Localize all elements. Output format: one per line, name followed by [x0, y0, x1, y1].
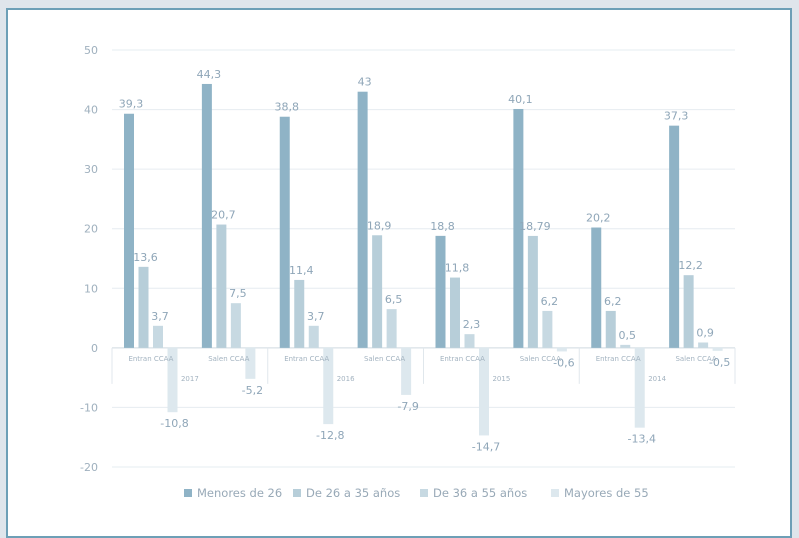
bar [542, 310, 553, 348]
bar [386, 309, 397, 348]
year-label: 2016 [337, 375, 355, 383]
year-label: 2015 [492, 375, 510, 383]
bar [556, 347, 567, 352]
bar [698, 342, 709, 348]
data-label: 43 [358, 76, 372, 89]
bar [216, 224, 227, 348]
year-label: 2014 [648, 375, 666, 383]
data-label: 18,9 [367, 219, 392, 232]
y-tick-label: 40 [84, 104, 98, 117]
data-label: 37,3 [664, 110, 689, 123]
legend-swatch [293, 489, 301, 497]
bar [308, 325, 319, 348]
data-label: 7,5 [229, 287, 247, 300]
y-tick-label: 30 [84, 163, 98, 176]
bar [201, 83, 212, 348]
data-label: 40,1 [508, 93, 533, 106]
data-label: 0,5 [619, 329, 637, 342]
category-label: Entran CCAA [284, 355, 329, 363]
bar [669, 125, 680, 348]
bar [634, 347, 645, 428]
bar [605, 310, 616, 348]
bar [527, 235, 538, 348]
bar [513, 108, 524, 348]
bar [124, 113, 134, 348]
bar [245, 347, 256, 379]
bar [294, 279, 305, 348]
y-tick-label: 20 [84, 223, 98, 236]
chart-frame [6, 8, 792, 538]
data-label: 18,79 [519, 220, 551, 233]
bar [230, 303, 241, 348]
legend-label: De 26 a 35 años [306, 486, 400, 500]
data-label: 13,6 [133, 251, 158, 264]
data-label: 11,4 [289, 264, 314, 277]
y-tick-label: 10 [84, 282, 98, 295]
bar [712, 347, 723, 351]
category-label: Salen CCAA [208, 355, 249, 363]
category-label: Salen CCAA [675, 355, 716, 363]
category-label: Entran CCAA [596, 355, 641, 363]
bar [450, 277, 460, 348]
data-label: 6,2 [604, 295, 622, 308]
data-label: 6,2 [541, 295, 559, 308]
year-label: 2017 [181, 375, 199, 383]
data-label: -12,8 [316, 429, 344, 442]
legend-label: Menores de 26 [197, 486, 282, 500]
data-label: 0,9 [696, 326, 714, 339]
category-label: Salen CCAA [520, 355, 561, 363]
data-label: 20,2 [586, 212, 611, 225]
bar [620, 344, 631, 348]
bar [435, 235, 446, 348]
data-label: 20,7 [211, 209, 236, 222]
data-label: 12,2 [678, 259, 703, 272]
bar [683, 275, 694, 348]
legend-label: Mayores de 55 [564, 486, 649, 500]
data-label: -0,6 [553, 356, 574, 369]
y-tick-label: 0 [91, 342, 98, 355]
data-label: -0,5 [709, 356, 730, 369]
bar [401, 347, 412, 395]
data-label: 2,3 [463, 318, 481, 331]
data-label: 3,7 [151, 310, 169, 323]
data-label: -13,4 [628, 433, 656, 446]
category-label: Salen CCAA [364, 355, 405, 363]
bar [138, 266, 149, 348]
data-label: -7,9 [397, 400, 418, 413]
bar [167, 347, 178, 413]
data-label: 39,3 [119, 98, 144, 111]
data-label: -10,8 [160, 417, 188, 430]
legend-swatch [420, 489, 428, 497]
data-label: -14,7 [472, 440, 500, 453]
bar [464, 334, 475, 348]
data-label: -5,2 [242, 384, 263, 397]
data-label: 3,7 [307, 310, 325, 323]
data-label: 6,5 [385, 293, 403, 306]
data-label: 11,8 [445, 262, 470, 275]
bar [479, 347, 489, 436]
y-tick-label: -20 [80, 461, 98, 474]
bar [372, 235, 383, 348]
legend-swatch [551, 489, 559, 497]
data-label: 38,8 [275, 101, 300, 114]
bar [153, 325, 163, 348]
bar [357, 91, 368, 348]
bar [279, 116, 290, 348]
y-tick-label: -10 [80, 401, 98, 414]
bar [323, 347, 334, 425]
legend-label: De 36 a 55 años [433, 486, 527, 500]
legend-swatch [184, 489, 192, 497]
category-label: Entran CCAA [128, 355, 173, 363]
category-label: Entran CCAA [440, 355, 485, 363]
y-tick-label: 50 [84, 44, 98, 57]
bar [591, 227, 602, 348]
data-label: 18,8 [430, 220, 455, 233]
data-label: 44,3 [197, 68, 222, 81]
